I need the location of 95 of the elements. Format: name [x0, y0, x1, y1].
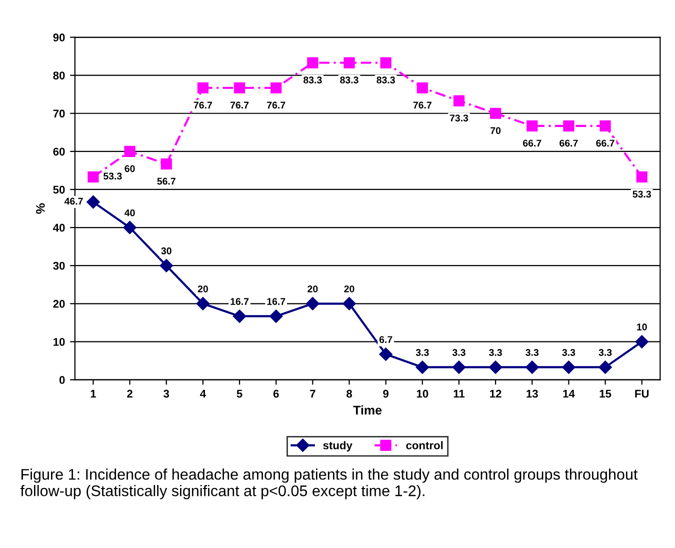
data-label: 76.7: [230, 102, 249, 109]
point: [635, 335, 648, 348]
data-label: 66.7: [523, 140, 542, 147]
x-tick-label: 11: [454, 390, 465, 398]
data-label: 70: [490, 127, 501, 134]
point: [563, 120, 574, 132]
legend-label: study: [323, 441, 352, 452]
data-label: 20: [344, 285, 354, 292]
data-label: 60: [124, 165, 135, 172]
data-label: 16.7: [230, 298, 249, 305]
data-label: 3.3: [489, 349, 502, 356]
data-label: 46.7: [64, 198, 83, 205]
legend-label: control: [406, 441, 443, 450]
y-tick-label: 80: [53, 72, 65, 80]
data-label: 56.7: [157, 178, 176, 185]
x-tick-label: FU: [635, 390, 649, 398]
x-tick-label: 8: [346, 390, 352, 398]
x-tick-label: 3: [164, 390, 170, 398]
point: [526, 360, 539, 374]
y-tick-label: 70: [53, 110, 65, 118]
x-tick-label: 14: [563, 390, 575, 398]
y-tick-label: 60: [53, 148, 65, 156]
data-label: 76.7: [194, 102, 212, 109]
x-axis-title: Time: [353, 405, 382, 415]
point: [344, 57, 355, 68]
point: [232, 310, 246, 323]
point: [526, 120, 538, 132]
data-label: 73.3: [450, 114, 468, 122]
y-tick-label: 50: [53, 186, 65, 194]
data-label: 3.3: [562, 349, 576, 356]
point: [307, 57, 318, 68]
data-label: 53.3: [632, 190, 651, 198]
y-tick-label: 40: [53, 224, 65, 232]
point: [160, 158, 172, 170]
point: [598, 360, 612, 374]
point: [488, 360, 502, 374]
x-tick-label: 15: [600, 390, 612, 398]
x-tick-label: 9: [383, 390, 389, 398]
data-label: 6.7: [379, 336, 392, 343]
data-label: 20: [198, 285, 208, 292]
data-label: 83.3: [340, 76, 358, 84]
point: [379, 348, 392, 361]
point: [380, 57, 392, 68]
point: [197, 82, 208, 94]
data-label: 16.7: [267, 298, 286, 305]
point: [490, 108, 502, 119]
y-tick-label: 90: [53, 34, 65, 42]
data-label: 3.3: [452, 349, 466, 356]
x-tick-label: 4: [200, 390, 206, 398]
data-label: 83.3: [304, 76, 322, 84]
x-tick-label: 5: [236, 390, 242, 398]
data-label: 83.3: [376, 76, 395, 84]
point: [234, 82, 246, 94]
y-tick-label: 20: [53, 300, 65, 308]
point: [636, 171, 648, 182]
data-label: 66.7: [596, 140, 614, 147]
point: [270, 82, 282, 94]
y-tick-label: 30: [53, 262, 65, 270]
point: [453, 95, 465, 106]
point: [562, 360, 576, 374]
point: [160, 259, 173, 272]
point: [270, 310, 283, 323]
point: [416, 360, 429, 374]
x-tick-label: 10: [416, 390, 428, 398]
point: [123, 220, 136, 234]
data-label: 40: [124, 209, 135, 216]
point: [88, 171, 99, 182]
point: [416, 82, 428, 94]
x-tick-label: 7: [310, 390, 316, 398]
data-label: 66.7: [560, 140, 578, 147]
data-label: 3.3: [598, 349, 612, 356]
point: [124, 146, 136, 157]
y-tick-label: 10: [54, 338, 65, 346]
data-label: 76.7: [267, 102, 286, 109]
data-label: 53.3: [103, 172, 122, 180]
y-axis-title: %: [36, 203, 45, 214]
data-label: 10: [637, 324, 647, 330]
point: [600, 120, 611, 132]
data-label: 30: [161, 247, 172, 254]
data-label: 3.3: [416, 349, 429, 356]
point: [452, 360, 466, 374]
data-label: 76.7: [413, 102, 432, 109]
point: [196, 297, 210, 310]
x-tick-label: 12: [490, 390, 502, 398]
caption: Figure 1: Incidence of headache among patients in the study and control groups throughout follow-up (Statistically significant at p<0.05 except time 1-2).: [20, 468, 638, 500]
y-tick-label: 0: [59, 376, 65, 384]
data-label: 3.3: [526, 349, 539, 356]
x-tick-label: 13: [526, 390, 538, 398]
x-tick-label: 6: [273, 390, 279, 398]
x-tick-label: 2: [127, 390, 132, 398]
point: [86, 195, 100, 209]
point: [306, 297, 320, 310]
point: [342, 297, 356, 310]
data-label: 20: [308, 285, 318, 292]
x-tick-label: 1: [90, 390, 96, 398]
